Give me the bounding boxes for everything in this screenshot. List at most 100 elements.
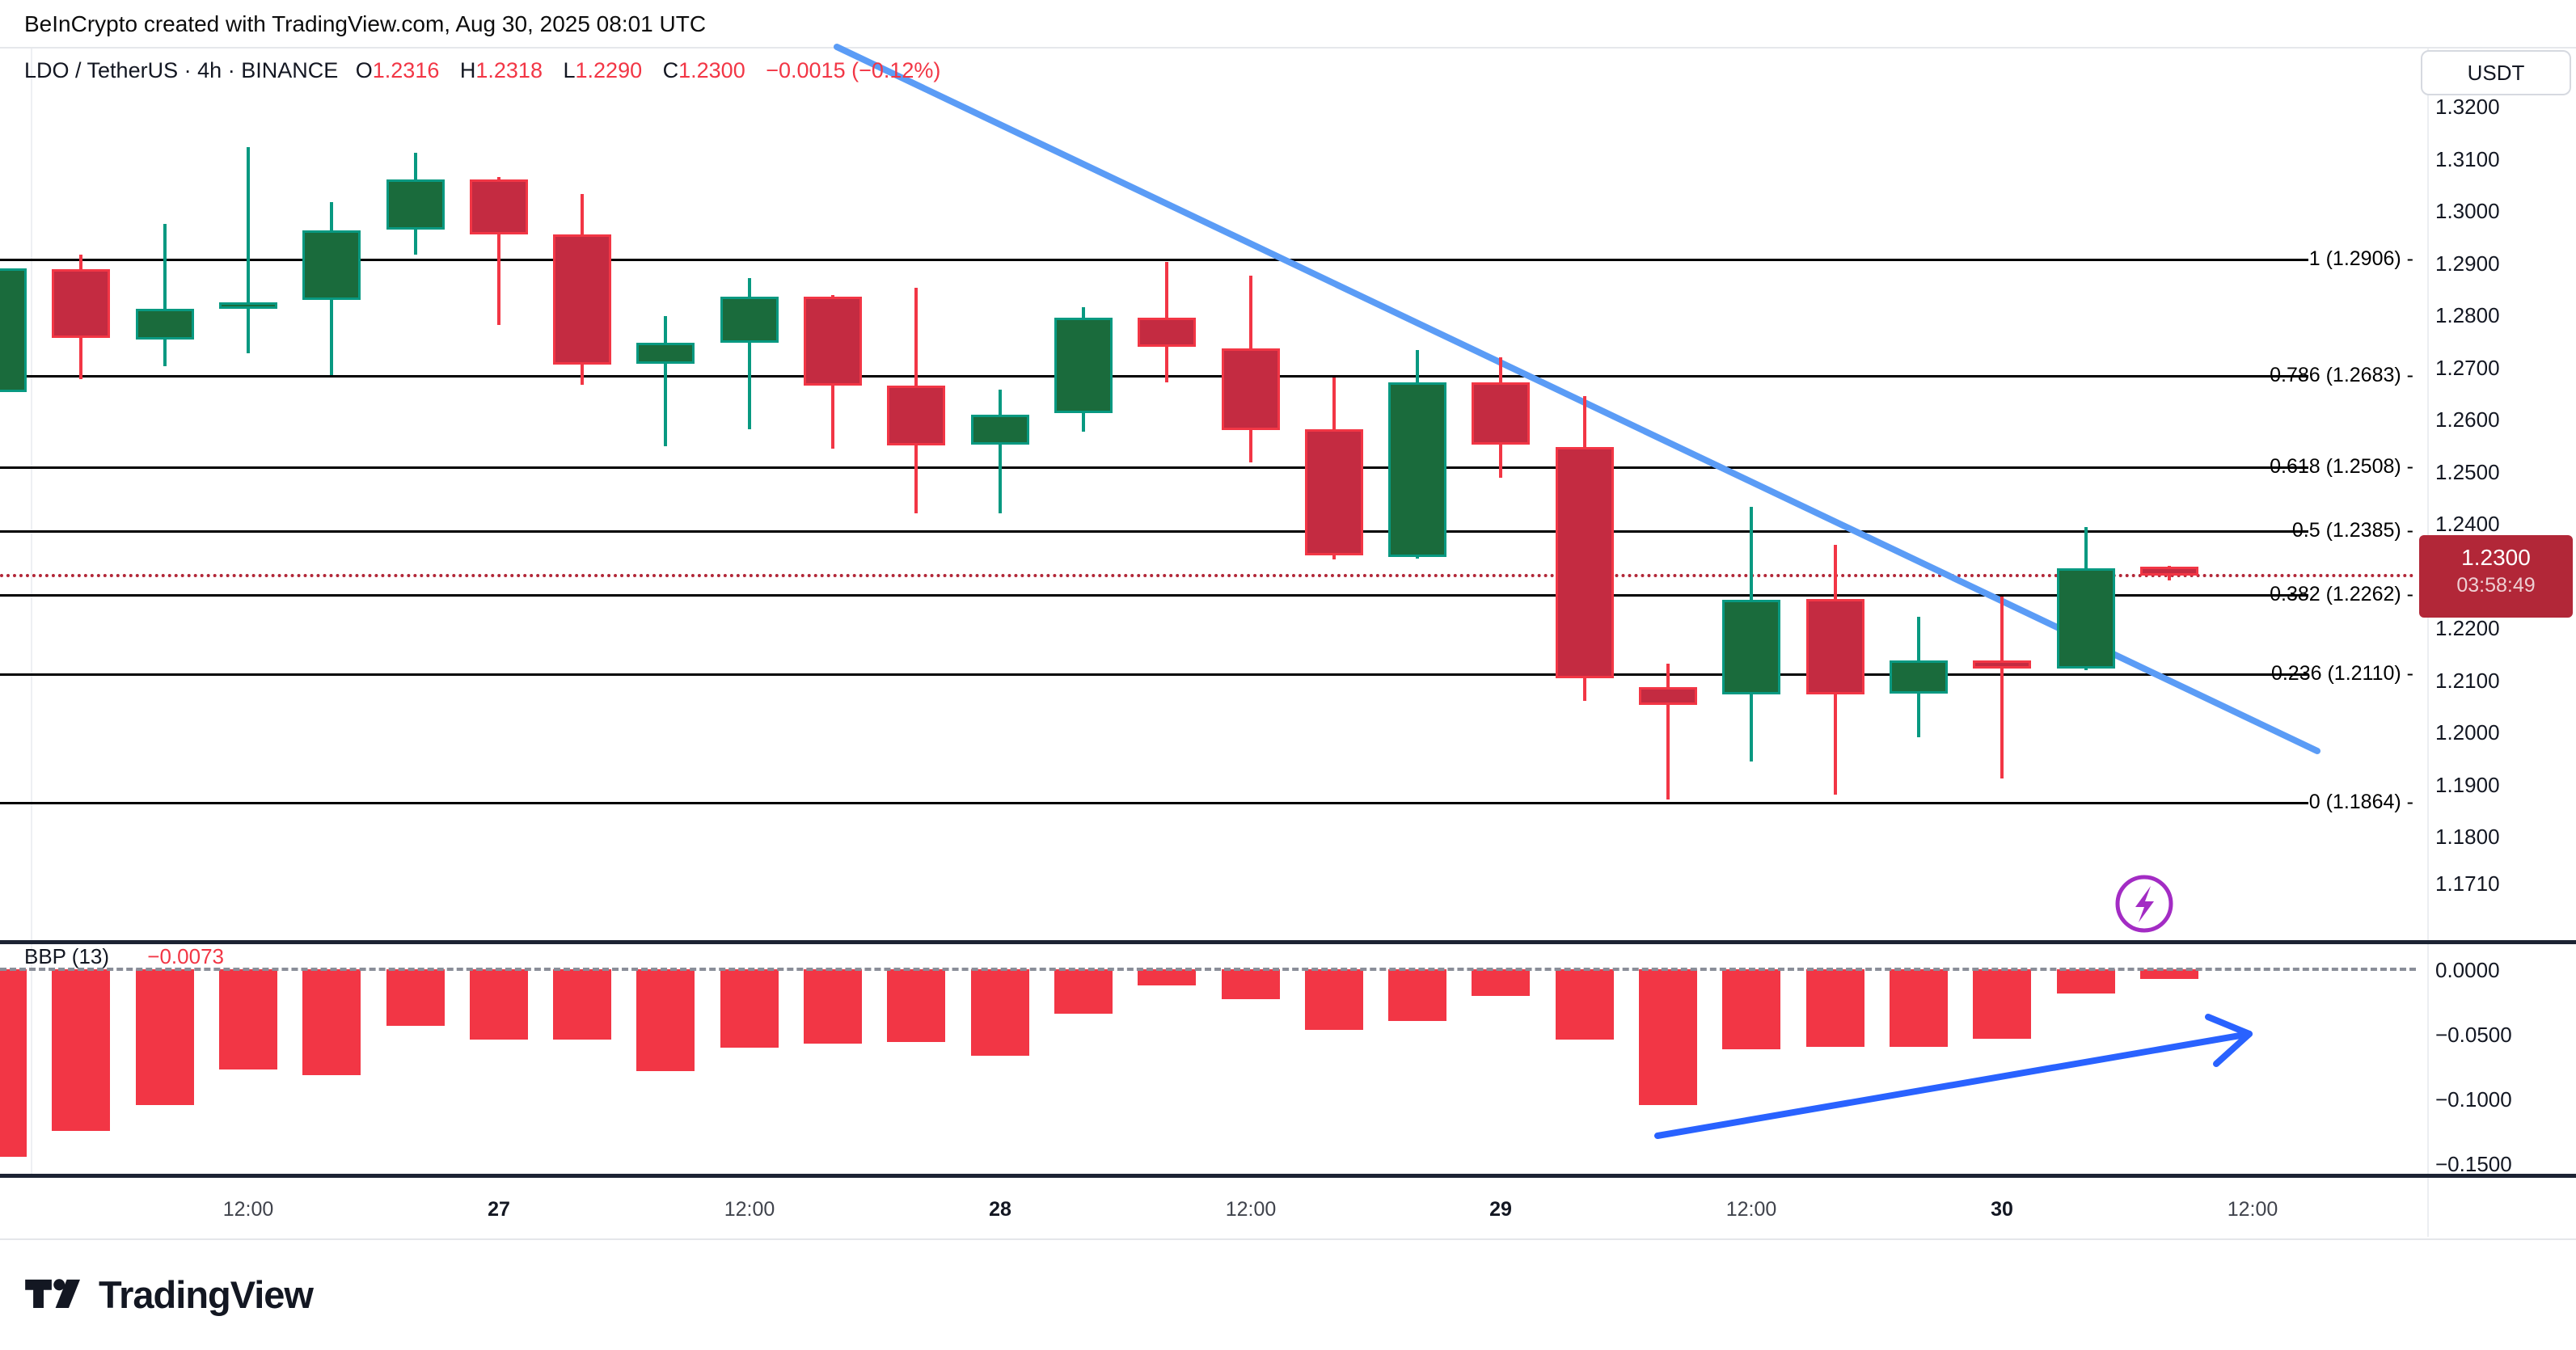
bbp-bar[interactable] <box>470 969 528 1040</box>
last-price-badge: 1.2300 03:58:49 <box>2419 535 2573 618</box>
bbp-bar[interactable] <box>1054 969 1113 1014</box>
bbp-bar[interactable] <box>971 969 1029 1056</box>
candle-body[interactable] <box>1639 687 1697 705</box>
candle-body[interactable] <box>1556 447 1614 678</box>
candle-body[interactable] <box>0 268 27 392</box>
bbp-bar[interactable] <box>52 969 110 1131</box>
candle-body[interactable] <box>1722 600 1780 694</box>
close-label: C <box>662 58 679 82</box>
time-axis-label: 28 <box>989 1198 1011 1221</box>
candle-body[interactable] <box>136 309 194 340</box>
time-axis-label: 27 <box>488 1198 510 1221</box>
candle-body[interactable] <box>1388 382 1446 557</box>
indicator-name[interactable]: BBP <box>24 944 66 968</box>
candle-body[interactable] <box>219 302 277 309</box>
candle-body[interactable] <box>636 343 695 364</box>
indicator-axis-label: −0.1500 <box>2435 1152 2512 1176</box>
fib-level-line[interactable] <box>0 673 2308 676</box>
candle-body[interactable] <box>52 269 110 338</box>
bbp-bar[interactable] <box>1138 969 1196 985</box>
currency-toggle-button[interactable]: USDT <box>2421 50 2571 95</box>
bbp-bar[interactable] <box>219 969 277 1069</box>
price-axis-divider <box>2427 49 2429 1237</box>
bbp-bar[interactable] <box>1722 969 1780 1049</box>
candle-body[interactable] <box>2140 567 2198 576</box>
footer-divider <box>0 1238 2576 1240</box>
fib-level-label: 1 (1.2906) - <box>2308 247 2413 270</box>
fib-level-label: 0.236 (1.2110) - <box>2270 662 2413 685</box>
candle-body[interactable] <box>302 230 361 300</box>
bbp-bar[interactable] <box>636 969 695 1071</box>
candle-wick <box>163 224 167 366</box>
candle-body[interactable] <box>1054 318 1113 413</box>
brand-text: TradingView <box>99 1272 314 1316</box>
bbp-bar[interactable] <box>1388 969 1446 1021</box>
candle-body[interactable] <box>971 415 1029 445</box>
symbol-name[interactable]: LDO / TetherUS <box>24 58 179 82</box>
price-axis-label: 1.1800 <box>2435 825 2500 849</box>
bbp-bar[interactable] <box>136 969 194 1105</box>
candle-wick <box>664 316 667 446</box>
pane-separator[interactable] <box>0 940 2576 944</box>
bbp-bar[interactable] <box>1806 969 1864 1047</box>
fib-level-label: 0.618 (1.2508) - <box>2270 455 2413 478</box>
candle-body[interactable] <box>1973 660 2031 669</box>
fib-level-line[interactable] <box>0 594 2308 597</box>
price-axis-label: 1.2900 <box>2435 251 2500 276</box>
fib-level-line[interactable] <box>0 466 2308 469</box>
fib-level-line[interactable] <box>0 259 2308 261</box>
candle-body[interactable] <box>2057 568 2115 669</box>
fib-level-label: 0 (1.1864) - <box>2308 791 2413 813</box>
fib-level-line[interactable] <box>0 375 2308 378</box>
candle-body[interactable] <box>1806 599 1864 694</box>
bbp-bar[interactable] <box>1973 969 2031 1039</box>
indicator-legend[interactable]: BBP (13) −0.0073 <box>24 944 224 969</box>
bbp-bar[interactable] <box>804 969 862 1044</box>
bbp-bar[interactable] <box>887 969 945 1042</box>
price-axis-label: 1.2500 <box>2435 460 2500 484</box>
symbol-legend[interactable]: LDO / TetherUS · 4h · BINANCE O1.2316 H1… <box>24 58 955 83</box>
bbp-bar[interactable] <box>0 969 27 1157</box>
candle-body[interactable] <box>1890 660 1948 694</box>
bbp-bar[interactable] <box>302 969 361 1075</box>
candle-body[interactable] <box>1222 348 1280 430</box>
candle-body[interactable] <box>470 179 528 234</box>
candle-body[interactable] <box>386 179 445 230</box>
candle-body[interactable] <box>1472 382 1530 445</box>
candle-body[interactable] <box>1305 429 1363 555</box>
time-axis-label: 30 <box>1991 1198 2013 1221</box>
bbp-bar[interactable] <box>2140 969 2198 979</box>
high-value: 1.2318 <box>475 58 543 82</box>
bbp-bar[interactable] <box>1305 969 1363 1030</box>
candle-body[interactable] <box>887 386 945 445</box>
bbp-bar[interactable] <box>553 969 611 1040</box>
indicator-axis-label: −0.1000 <box>2435 1087 2512 1112</box>
candle-body[interactable] <box>553 234 611 365</box>
bbp-bar[interactable] <box>2057 969 2115 994</box>
fib-level-line[interactable] <box>0 530 2308 533</box>
low-value: 1.2290 <box>575 58 643 82</box>
symbol-interval[interactable]: 4h <box>197 58 222 82</box>
bbp-bar[interactable] <box>1222 969 1280 999</box>
time-axis-label: 12:00 <box>724 1198 775 1221</box>
tradingview-logo[interactable]: TradingView <box>24 1268 314 1321</box>
last-price-line <box>0 574 2416 577</box>
bbp-uptrend-arrow[interactable] <box>1654 1031 2253 1139</box>
price-axis-label: 1.1710 <box>2435 871 2500 896</box>
bbp-bar[interactable] <box>1472 969 1530 996</box>
fib-level-line[interactable] <box>0 802 2308 804</box>
bbp-bar[interactable] <box>720 969 779 1048</box>
bbp-bar[interactable] <box>1639 969 1697 1105</box>
time-axis-label: 12:00 <box>2227 1198 2278 1221</box>
bar-countdown: 03:58:49 <box>2456 574 2536 597</box>
bbp-bar[interactable] <box>386 969 445 1026</box>
bbp-bar[interactable] <box>1890 969 1948 1047</box>
candle-body[interactable] <box>804 297 862 386</box>
legend-separator: · <box>227 58 235 82</box>
candle-body[interactable] <box>1138 318 1196 347</box>
candle-body[interactable] <box>720 297 779 343</box>
lightning-icon[interactable] <box>2115 875 2173 933</box>
fib-level-label: 0.382 (1.2262) - <box>2270 583 2413 605</box>
price-axis-label: 1.2100 <box>2435 669 2500 693</box>
bbp-bar[interactable] <box>1556 969 1614 1040</box>
